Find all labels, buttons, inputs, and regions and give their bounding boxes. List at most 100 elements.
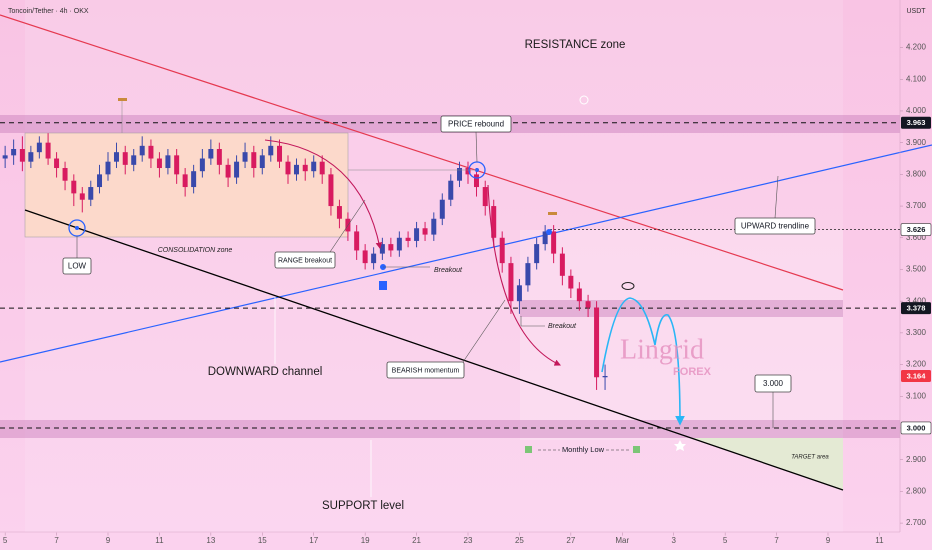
y-tick-label: 3.900 — [906, 138, 927, 147]
candle-body — [79, 193, 85, 200]
price-label: 3.378 — [907, 304, 926, 313]
candle-body — [242, 152, 248, 162]
candle-body — [19, 149, 25, 162]
annotation: DOWNWARD channel — [208, 366, 323, 378]
y-tick-label: 3.700 — [906, 201, 927, 210]
y-tick-label: 3.600 — [906, 233, 927, 242]
annotation: Breakout — [548, 323, 577, 330]
y-tick-label: 2.800 — [906, 486, 927, 495]
candle-body — [259, 155, 265, 169]
y-tick-label: 3.100 — [906, 391, 927, 400]
y-tick-label: 2.900 — [906, 455, 927, 464]
candle-body — [508, 263, 514, 302]
price-label: 3.164 — [907, 371, 927, 380]
x-tick-label: 27 — [566, 536, 575, 545]
candle-body — [113, 152, 119, 162]
annotation: RESISTANCE zone — [525, 39, 626, 51]
connector — [774, 175, 779, 219]
candle-body — [54, 158, 60, 169]
x-tick-label: 19 — [361, 536, 370, 545]
candle-body — [139, 145, 145, 156]
candle-body — [302, 164, 308, 172]
support-band — [0, 420, 900, 438]
candle-body — [234, 161, 240, 178]
price-label: 3.626 — [907, 225, 926, 234]
label-box — [754, 374, 792, 393]
price-label-box — [901, 116, 931, 129]
upward-trendline — [0, 144, 932, 363]
candle-body — [191, 171, 197, 188]
annotation: RANGE breakout — [278, 257, 332, 264]
candle-body — [465, 168, 471, 175]
candle-body — [268, 145, 274, 156]
candle-body — [285, 161, 291, 175]
x-tick-label: 13 — [206, 536, 215, 545]
y-tick-label: 4.100 — [906, 74, 927, 83]
candle-body — [585, 301, 591, 308]
label-box — [734, 217, 816, 235]
watermark: Lingrid — [620, 334, 704, 365]
candle-body — [431, 218, 437, 235]
arrow — [487, 184, 561, 366]
candle-body — [336, 206, 342, 219]
candle-body — [439, 199, 445, 219]
candle-body — [319, 161, 325, 175]
candle-body — [311, 161, 317, 172]
icon — [118, 98, 127, 101]
candle-body — [551, 231, 557, 254]
candle-body — [105, 161, 111, 175]
label-box — [440, 115, 512, 133]
projection — [601, 297, 685, 426]
connector — [329, 199, 366, 253]
annotation: Monthly Low — [562, 445, 605, 454]
candle-body — [88, 187, 94, 200]
candle-body — [148, 145, 154, 159]
connector — [462, 299, 506, 363]
candle-body — [216, 149, 222, 165]
candle-body — [328, 174, 334, 207]
candle-body — [525, 263, 531, 286]
x-tick-label: 5 — [723, 536, 728, 545]
price-label-box — [901, 302, 931, 315]
candle-body — [225, 164, 231, 178]
icon — [548, 212, 557, 215]
x-tick-label: 25 — [515, 536, 524, 545]
icon — [379, 281, 387, 290]
y-tick-label: 3.500 — [906, 265, 927, 274]
price-label-box — [901, 369, 931, 382]
x-tick-label: 17 — [309, 536, 318, 545]
candle-body — [576, 288, 582, 302]
price-label: 3.000 — [907, 423, 926, 432]
x-tick-label: 7 — [774, 536, 779, 545]
candle-body — [97, 174, 103, 188]
candle-body — [414, 228, 420, 241]
candle-body — [516, 285, 522, 302]
candle-body — [156, 158, 162, 169]
icon — [621, 282, 635, 290]
candle-body — [602, 375, 608, 378]
candle-body — [405, 237, 411, 241]
price-label-box — [900, 223, 932, 236]
candle-body — [396, 237, 402, 251]
candle-body — [122, 152, 128, 165]
candle-body — [293, 164, 299, 175]
label-box — [386, 361, 465, 379]
annotation: CONSOLIDATION zone — [158, 247, 233, 254]
candle-body — [174, 155, 180, 175]
watermark: FOREX — [673, 366, 712, 378]
downward-channel-line — [24, 209, 844, 491]
candle-body — [422, 228, 428, 235]
icon — [525, 446, 532, 453]
annotation: Breakout — [434, 267, 463, 274]
candle-body — [71, 180, 77, 194]
x-tick-label: 15 — [258, 536, 267, 545]
candle-body — [251, 152, 257, 169]
candle-body — [559, 253, 565, 276]
marker — [546, 229, 552, 235]
candle-body — [457, 168, 463, 181]
candle-body — [208, 149, 214, 159]
y-tick-label: 3.300 — [906, 328, 927, 337]
candle-body — [534, 244, 540, 264]
candle-body — [362, 250, 368, 264]
